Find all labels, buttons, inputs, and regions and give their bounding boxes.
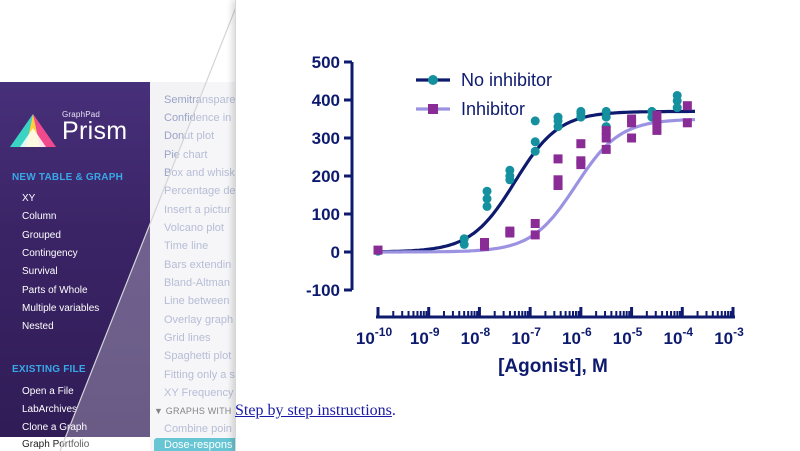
data-point-inhibitor [553,175,563,185]
x-tick-label: 10-3 [714,325,744,348]
legend-marker-1 [428,104,438,114]
y-tick-label: 200 [312,167,340,186]
data-point-no-inhibitor [530,116,540,126]
data-point-inhibitor [652,125,662,135]
instructions-link[interactable]: Step by step instructions. [235,402,396,420]
x-axis-title: [Agonist], M [498,356,608,377]
data-point-no-inhibitor [505,165,515,175]
sidebar-item-xy[interactable]: XY [22,193,36,204]
gallery-item-time-line[interactable]: Time line [164,240,209,252]
graph-gallery-list: Semitransparent Confidence in Donut plot… [150,82,236,451]
data-point-inhibitor [530,230,540,240]
x-tick-label: 10-10 [356,325,393,348]
prism-brand: GraphPad Prism [10,108,145,148]
data-point-inhibitor [682,118,692,128]
y-tick-label: 0 [331,243,340,262]
sidebar-item-grouped[interactable]: Grouped [22,230,61,241]
prism-sidebar: GraphPad Prism NEW TABLE & GRAPH XY Colu… [0,82,150,451]
y-tick-label: 400 [312,91,340,110]
data-point-inhibitor [627,133,637,143]
data-point-inhibitor [576,156,586,166]
data-point-no-inhibitor [576,106,586,116]
y-tick-label: 500 [312,53,340,72]
legend-marker-0 [428,75,438,85]
data-point-inhibitor [627,114,637,124]
sidebar-item-survival[interactable]: Survival [22,266,58,277]
data-point-no-inhibitor [530,146,540,156]
data-point-inhibitor [530,219,540,228]
data-point-inhibitor [652,118,662,128]
dose-response-chart: -100 0 100 200 300 400 500 10-10 10-9 10-8 10-7 10-… [306,53,744,377]
data-point-inhibitor [480,238,489,247]
gallery-item-xy-frequency[interactable]: XY Frequency [164,387,234,399]
y-tick-label: 300 [312,129,340,148]
data-point-no-inhibitor [482,201,492,211]
data-point-no-inhibitor [672,103,682,113]
gallery-item-insert-picture[interactable]: Insert a pictur [164,204,231,216]
prism-logo-icon [10,114,56,147]
data-point-inhibitor [601,125,611,135]
x-tick-label: 10-8 [461,325,491,348]
gallery-group-header[interactable]: ▼ GRAPHS WITH [154,406,232,416]
sidebar-item-multiple-variables[interactable]: Multiple variables [22,303,100,314]
gallery-item-semitransparent[interactable]: Semitransparent [164,94,236,106]
gallery-item-grid-lines[interactable]: Grid lines [164,332,211,344]
brand-big-text: Prism [62,117,128,145]
data-point-inhibitor [601,133,611,143]
data-point-inhibitor [505,226,515,236]
y-tick-label: -100 [306,281,340,300]
legend-label-0: No inhibitor [461,70,552,90]
x-tick-label: 10-9 [410,325,440,348]
x-tick-label: 10-5 [613,325,643,348]
data-point-inhibitor [601,144,611,154]
gallery-item-volcano-plot[interactable]: Volcano plot [164,222,224,234]
gallery-item-confidence[interactable]: Confidence in [164,112,232,124]
new-table-header: NEW TABLE & GRAPH [12,172,123,183]
data-point-no-inhibitor [459,234,469,244]
gallery-item-percentage[interactable]: Percentage de [164,185,236,197]
data-point-inhibitor [682,101,692,111]
existing-file-header: EXISTING FILE [12,364,86,375]
gallery-item-box-whisker[interactable]: Box and whisk [164,167,235,179]
y-tick-label: 100 [312,205,340,224]
data-point-no-inhibitor [530,137,540,147]
instructions-link-text[interactable]: Step by step instructions [235,402,392,419]
data-point-no-inhibitor [482,194,492,204]
graph-preview-panel: -100 0 100 200 300 400 500 10-10 10-9 10-8 10-7 10-… [235,0,800,451]
gallery-item-combine-points[interactable]: Combine poin [164,423,232,435]
sidebar-item-contingency[interactable]: Contingency [22,248,78,259]
gallery-item-bars-extending[interactable]: Bars extendin [164,259,232,271]
gallery-item-overlay-graph[interactable]: Overlay graph [164,314,234,326]
data-point-no-inhibitor [672,90,682,100]
legend-label-1: Inhibitor [461,99,525,119]
instructions-link-suffix: . [391,402,396,419]
sidebar-item-graph-portfolio[interactable]: Graph Portfolio [22,439,90,450]
data-point-no-inhibitor [482,186,492,196]
gallery-item-spaghetti-plot[interactable]: Spaghetti plot [164,350,232,362]
data-point-inhibitor [553,181,563,190]
data-point-inhibitor [576,139,586,149]
gallery-item-donut-plot[interactable]: Donut plot [164,130,215,142]
data-point-inhibitor [373,245,383,255]
x-tick-label: 10-6 [562,325,592,348]
gallery-item-fitting-only[interactable]: Fitting only a s [164,369,235,381]
data-point-no-inhibitor [601,106,611,116]
gallery-item-dose-response[interactable]: Dose-respons [164,439,233,451]
x-tick-label: 10-7 [511,325,541,348]
sidebar-item-labarchives[interactable]: LabArchives [22,404,78,415]
gallery-item-bland-altman[interactable]: Bland-Altman [164,277,231,289]
sidebar-item-nested[interactable]: Nested [22,321,54,332]
sidebar-item-column[interactable]: Column [22,211,57,222]
sidebar-item-parts-of-whole[interactable]: Parts of Whole [22,285,88,296]
x-tick-label: 10-4 [663,325,693,348]
data-point-inhibitor [652,110,662,120]
sidebar-item-clone-graph[interactable]: Clone a Graph [22,422,88,433]
gallery-item-line-between[interactable]: Line between [164,295,230,307]
sidebar-item-open-file[interactable]: Open a File [22,386,74,397]
data-point-inhibitor [553,154,563,164]
data-point-no-inhibitor [553,112,563,122]
gallery-item-pie-chart[interactable]: Pie chart [164,149,208,161]
